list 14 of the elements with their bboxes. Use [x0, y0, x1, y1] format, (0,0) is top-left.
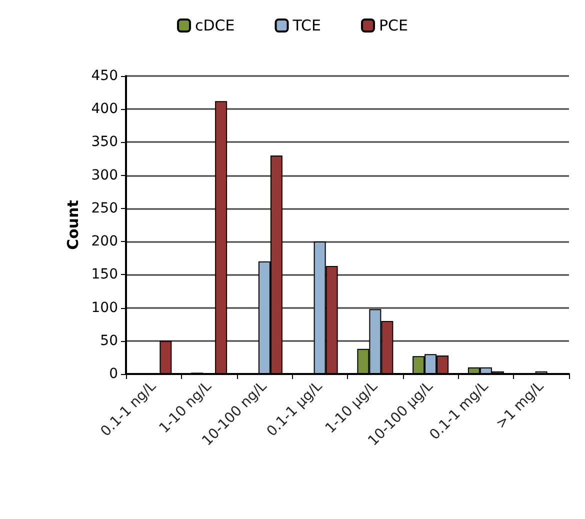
y-axis-title: Count: [64, 200, 82, 250]
y-tick-label: 450: [91, 68, 118, 84]
y-tick-label: 250: [91, 200, 118, 216]
y-tick-label: 300: [91, 167, 118, 184]
y-tick-label: 400: [91, 101, 118, 118]
y-tick-label: 50: [100, 332, 118, 349]
legend-label: PCE: [378, 16, 408, 34]
y-tick-label: 350: [91, 134, 118, 150]
legend-label: TCE: [292, 16, 322, 34]
y-tick-label: 200: [91, 234, 118, 250]
y-tick-label: 0: [109, 366, 118, 382]
y-tick-label: 150: [91, 266, 118, 283]
legend-label: cDCE: [195, 16, 235, 34]
y-tick-label: 100: [91, 300, 118, 316]
